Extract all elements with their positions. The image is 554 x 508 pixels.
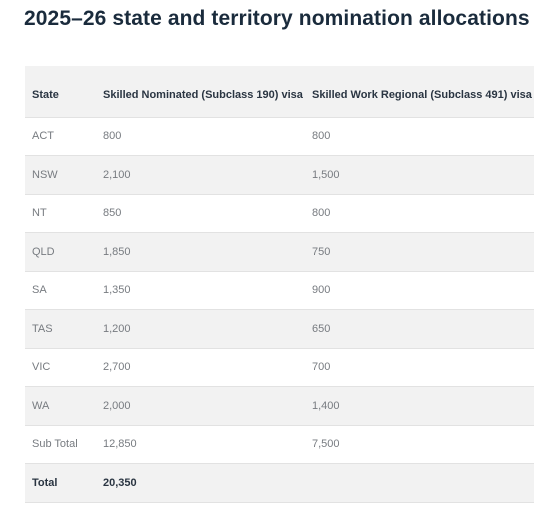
subclass-190-cell: 2,100	[103, 168, 131, 181]
subclass-491-cell: 1,500	[312, 168, 340, 181]
table-row: TAS 1,200 650	[25, 309, 534, 348]
subclass-190-cell: 12,850	[103, 438, 137, 451]
subclass-491-cell: 7,500	[312, 438, 340, 451]
subclass-491-cell: 750	[312, 245, 331, 258]
page-title: 2025–26 state and territory nomination a…	[24, 7, 530, 30]
total-row: Total 20,350	[25, 463, 534, 503]
subclass-491-cell: 700	[312, 361, 331, 374]
subclass-190-cell: 1,350	[103, 284, 131, 297]
state-cell: VIC	[32, 361, 51, 374]
subclass-491-cell: 800	[312, 207, 331, 220]
state-cell: NT	[32, 207, 47, 220]
subclass-491-cell: 1,400	[312, 399, 340, 412]
table-row: ACT 800 800	[25, 117, 534, 156]
table-row: WA 2,000 1,400	[25, 386, 534, 425]
state-cell: ACT	[32, 130, 54, 143]
subclass-190-cell: 1,200	[103, 322, 131, 335]
subclass-491-cell	[305, 464, 534, 503]
subclass-190-cell: 1,850	[103, 245, 131, 258]
table-row: SA 1,350 900	[25, 271, 534, 310]
allocations-table: State Skilled Nominated (Subclass 190) v…	[25, 66, 534, 503]
state-cell: Sub Total	[32, 438, 78, 451]
subtotal-row: Sub Total 12,850 7,500	[25, 425, 534, 464]
column-header-subclass-491: Skilled Work Regional (Subclass 491) vis…	[312, 89, 532, 102]
table-header-row: State Skilled Nominated (Subclass 190) v…	[25, 66, 534, 117]
state-cell: Total	[32, 476, 58, 489]
column-header-state: State	[32, 89, 59, 102]
table-row: NT 850 800	[25, 194, 534, 233]
subclass-190-cell: 2,000	[103, 399, 131, 412]
subclass-190-cell: 2,700	[103, 361, 131, 374]
subclass-491-cell: 900	[312, 284, 331, 297]
subclass-491-cell: 650	[312, 322, 331, 335]
subclass-491-cell: 800	[312, 130, 331, 143]
column-header-subclass-190: Skilled Nominated (Subclass 190) visa	[103, 89, 303, 102]
table-row: QLD 1,850 750	[25, 232, 534, 271]
state-cell: NSW	[32, 168, 58, 181]
subclass-190-cell: 20,350	[103, 476, 137, 489]
state-cell: SA	[32, 284, 47, 297]
state-cell: QLD	[32, 245, 55, 258]
subclass-190-cell: 850	[103, 207, 122, 220]
table-body: ACT 800 800 NSW 2,100 1,500 NT 850 800 Q…	[25, 117, 534, 502]
table-row: VIC 2,700 700	[25, 348, 534, 387]
table-row: NSW 2,100 1,500	[25, 155, 534, 194]
subclass-190-cell: 800	[103, 130, 122, 143]
table-header: State Skilled Nominated (Subclass 190) v…	[25, 66, 534, 117]
state-cell: TAS	[32, 322, 53, 335]
state-cell: WA	[32, 399, 50, 412]
